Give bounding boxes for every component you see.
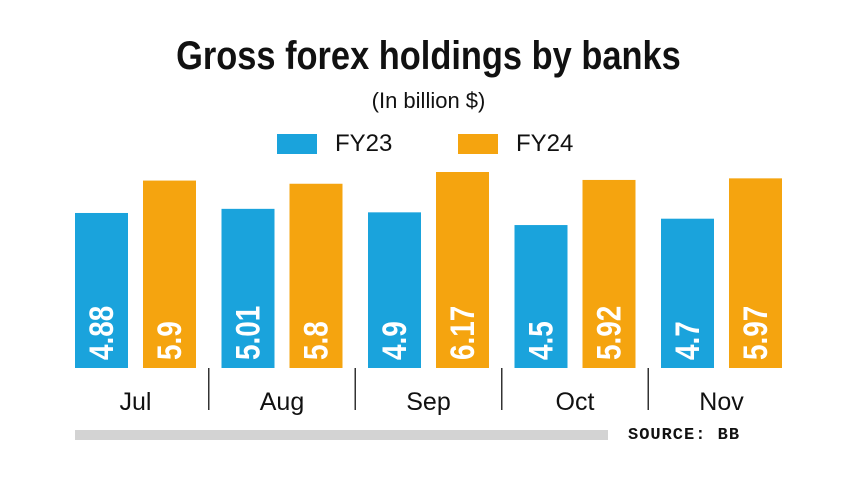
value-label-nov-fy23: 4.7: [668, 321, 706, 360]
category-label-oct: Oct: [556, 388, 595, 416]
bar-nov-fy24: [729, 178, 782, 368]
legend-label-fy24: FY24: [516, 130, 574, 157]
legend-item-fy24: FY24: [458, 130, 574, 157]
bar-jul-fy23: [75, 212, 128, 368]
bar-sep-fy23: [368, 212, 421, 368]
legend-item-fy23: FY23: [277, 130, 393, 157]
bar-sep-fy24: [436, 172, 489, 368]
value-label-aug-fy23: 5.01: [229, 306, 267, 360]
value-label-oct-fy24: 5.92: [590, 306, 628, 360]
value-label-jul-fy24: 5.9: [150, 321, 188, 360]
bar-aug-fy24: [289, 183, 343, 368]
bar-jul-fy24: [143, 180, 196, 368]
source-note: SOURCE: BB: [628, 426, 741, 445]
category-label-jul: Jul: [120, 388, 152, 416]
legend-swatch-fy24: [458, 134, 498, 154]
bar-aug-fy23: [221, 208, 275, 368]
value-label-sep-fy24: 6.17: [443, 306, 481, 360]
value-label-aug-fy24: 5.8: [297, 321, 335, 360]
legend-swatch-fy23: [277, 134, 317, 154]
decorative-bottom-bar: [75, 430, 608, 440]
category-label-sep: Sep: [406, 388, 450, 416]
chart-subtitle: (In billion $): [371, 88, 486, 113]
bar-oct-fy24: [582, 179, 636, 368]
category-label-aug: Aug: [260, 388, 304, 416]
value-label-sep-fy23: 4.9: [375, 321, 413, 360]
bar-oct-fy23: [514, 225, 568, 368]
value-label-oct-fy23: 4.5: [522, 321, 560, 360]
value-label-nov-fy24: 5.97: [736, 306, 774, 360]
bar-nov-fy23: [661, 218, 714, 368]
chart-title: Gross forex holdings by banks: [176, 34, 681, 78]
value-label-jul-fy23: 4.88: [82, 306, 120, 360]
category-label-nov: Nov: [699, 388, 744, 416]
legend-label-fy23: FY23: [335, 130, 393, 157]
